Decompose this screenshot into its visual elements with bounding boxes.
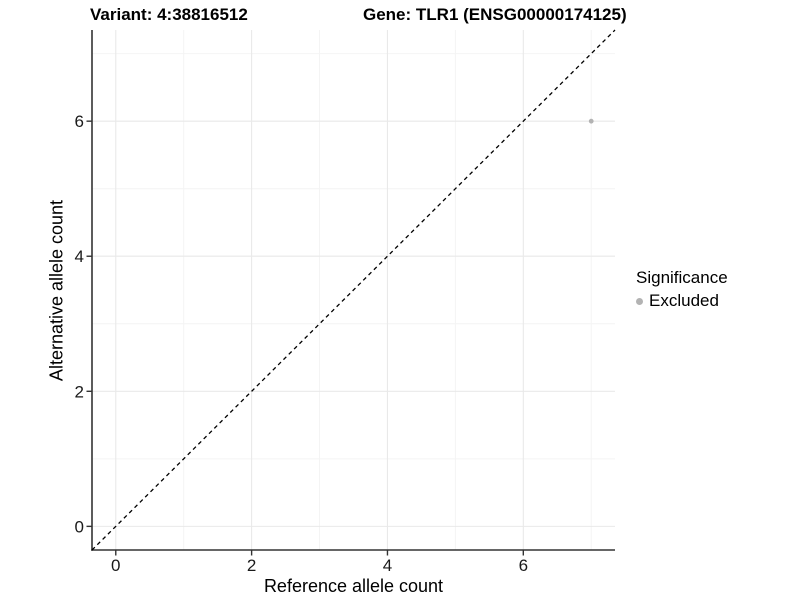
legend-item-label: Excluded bbox=[649, 291, 719, 310]
variant-title: Variant: 4:38816512 bbox=[90, 5, 248, 24]
y-tick-label: 2 bbox=[75, 382, 84, 401]
data-point bbox=[588, 118, 594, 124]
legend-item-excluded: Excluded bbox=[636, 291, 728, 311]
x-tick-label: 4 bbox=[383, 556, 392, 575]
y-tick-label: 4 bbox=[75, 247, 84, 266]
y-tick-label: 0 bbox=[75, 517, 84, 536]
excluded-point-icon bbox=[636, 297, 643, 305]
x-tick-label: 2 bbox=[247, 556, 256, 575]
legend-title: Significance bbox=[636, 268, 728, 287]
legend: Significance Excluded bbox=[636, 268, 728, 311]
identity-dashed-line bbox=[91, 29, 616, 551]
x-axis-title: Reference allele count bbox=[263, 576, 444, 596]
y-tick-label: 6 bbox=[75, 112, 84, 131]
x-tick-label: 0 bbox=[111, 556, 120, 575]
x-tick-label: 6 bbox=[519, 556, 528, 575]
y-axis-title: Alternative allele count bbox=[46, 199, 67, 382]
gene-title: Gene: TLR1 (ENSG00000174125) bbox=[363, 5, 627, 24]
